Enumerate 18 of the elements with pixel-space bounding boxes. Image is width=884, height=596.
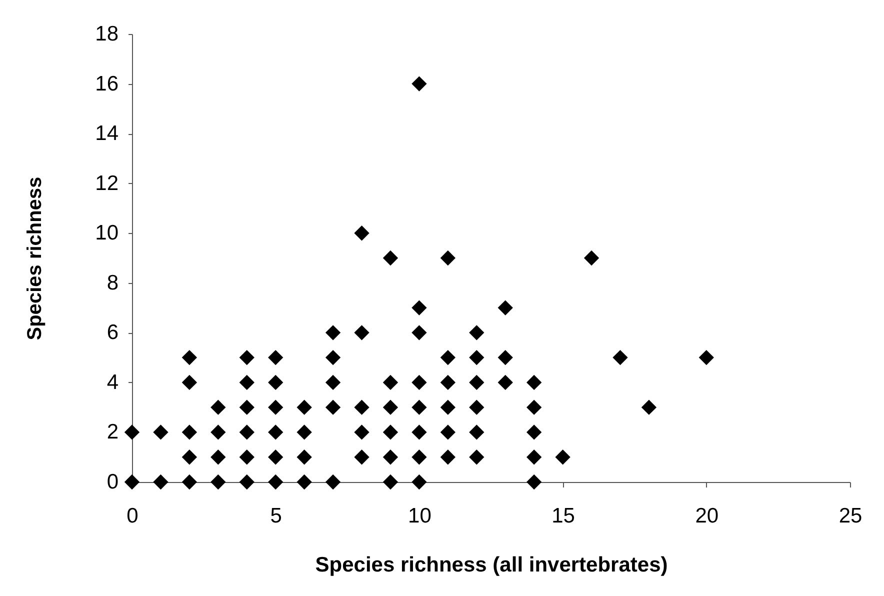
y-tick-label: 12 xyxy=(95,172,118,195)
x-tick-label: 0 xyxy=(126,504,138,528)
y-tick-label: 4 xyxy=(106,370,119,394)
x-tick-label: 5 xyxy=(270,504,282,528)
y-tick-label: 14 xyxy=(95,122,119,146)
y-tick-label: 6 xyxy=(106,321,118,344)
y-tick-label: 0 xyxy=(106,470,118,494)
y-tick-label: 18 xyxy=(95,22,118,46)
x-tick-label: 20 xyxy=(695,504,719,528)
y-tick-label: 8 xyxy=(106,271,118,294)
x-tick-label: 25 xyxy=(838,504,862,528)
x-tick-label: 10 xyxy=(408,504,432,528)
y-axis-title: Species richness xyxy=(24,176,46,340)
y-tick-label: 10 xyxy=(95,222,118,245)
x-tick-label: 15 xyxy=(552,504,575,528)
x-axis-title: Species richness (all invertebrates) xyxy=(315,554,668,576)
y-tick-label: 2 xyxy=(106,420,118,444)
y-tick-label: 16 xyxy=(95,72,118,96)
